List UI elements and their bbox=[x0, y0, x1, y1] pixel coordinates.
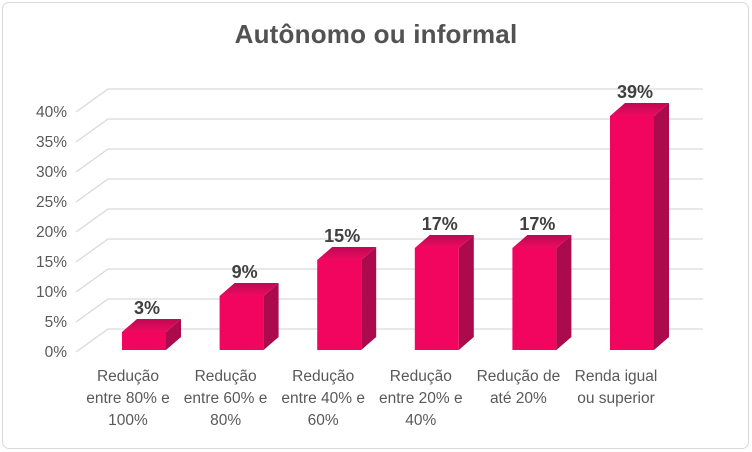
category-label-line: Redução bbox=[194, 368, 257, 385]
chart-title: Autônomo ou informal bbox=[234, 19, 518, 49]
bar-top-face bbox=[219, 283, 279, 296]
category-label-line: Redução bbox=[292, 368, 355, 385]
bar-front-face bbox=[122, 332, 166, 350]
bar-front-face bbox=[610, 116, 654, 350]
bar-data-label: 39% bbox=[617, 82, 653, 102]
gridline bbox=[75, 268, 703, 293]
category-label-line: entre 40% e bbox=[281, 390, 365, 407]
bar-top-face bbox=[512, 235, 572, 248]
y-axis-tick-label: 0% bbox=[45, 344, 68, 361]
gridline bbox=[75, 328, 703, 353]
x-axis-category-label: Redução de até 20% bbox=[456, 366, 580, 410]
category-label-line: 80% bbox=[210, 412, 242, 429]
bar-side-face bbox=[654, 103, 669, 350]
bar-data-label: 15% bbox=[324, 226, 360, 246]
bar-front-face bbox=[219, 296, 264, 350]
bar-front-face bbox=[512, 248, 557, 350]
bar-top-face bbox=[610, 103, 669, 116]
bar[interactable] bbox=[414, 235, 474, 350]
bar-top-face bbox=[414, 235, 474, 248]
x-axis-category-label: Redução entre 40% e 60% bbox=[261, 366, 385, 432]
y-axis-tick-label: 15% bbox=[36, 254, 67, 271]
gridline bbox=[75, 118, 703, 143]
category-label-line: entre 20% e bbox=[379, 390, 463, 407]
bar-side-face bbox=[361, 247, 377, 350]
x-axis-category-label: Redução entre 20% e 40% bbox=[359, 366, 483, 432]
category-label-line: Redução bbox=[96, 368, 160, 385]
bar[interactable] bbox=[610, 103, 669, 350]
gridline bbox=[75, 298, 703, 323]
bar-side-face bbox=[556, 235, 572, 350]
y-axis-tick-label: 35% bbox=[36, 134, 67, 151]
y-axis-tick-label: 25% bbox=[36, 194, 67, 211]
category-label-line: Renda igual bbox=[574, 368, 658, 385]
category-label-line: até 20% bbox=[489, 390, 547, 407]
y-axis-tick-label: 40% bbox=[36, 104, 67, 121]
bar-top-face bbox=[122, 319, 181, 332]
bar[interactable] bbox=[219, 283, 279, 350]
bar-data-label: 17% bbox=[422, 214, 458, 234]
category-label-line: 100% bbox=[108, 412, 148, 429]
bar-data-label: 17% bbox=[519, 214, 555, 234]
category-label-line: entre 60% e bbox=[183, 390, 268, 407]
category-label-line: 40% bbox=[405, 412, 437, 429]
category-label-line: Redução de bbox=[476, 368, 561, 385]
category-label-line: 60% bbox=[307, 412, 339, 429]
gridline bbox=[75, 178, 703, 203]
x-axis-category-label: Redução entre 80% e 100% bbox=[66, 366, 190, 432]
y-axis-tick-label: 30% bbox=[36, 164, 67, 181]
x-axis-category-label: Renda igual ou superior bbox=[554, 366, 678, 410]
x-axis-labels: Redução entre 80% e 100% Redução entre 60% e… bbox=[0, 366, 752, 436]
y-axis-tick-label: 10% bbox=[36, 284, 67, 301]
category-label-line: entre 80% e bbox=[86, 390, 170, 407]
y-axis-tick-label: 5% bbox=[45, 314, 68, 331]
gridline bbox=[75, 88, 703, 113]
category-label-line: Redução bbox=[389, 368, 452, 385]
y-axis-tick-label: 20% bbox=[36, 224, 67, 241]
bar-data-label: 9% bbox=[232, 262, 258, 282]
bar-front-face bbox=[414, 248, 459, 350]
bar-side-face bbox=[263, 283, 279, 350]
bar-data-label: 3% bbox=[134, 298, 160, 318]
bar[interactable] bbox=[512, 235, 572, 350]
bar-side-face bbox=[166, 319, 181, 350]
bar-side-face bbox=[458, 235, 474, 350]
bar[interactable] bbox=[317, 247, 377, 350]
gridline bbox=[75, 208, 703, 233]
category-label-line: ou superior bbox=[577, 390, 655, 407]
bar[interactable] bbox=[122, 319, 181, 350]
bar-top-face bbox=[317, 247, 377, 260]
x-axis-category-label: Redução entre 60% e 80% bbox=[164, 366, 288, 432]
gridline bbox=[75, 148, 703, 173]
gridline bbox=[75, 238, 703, 263]
bar-front-face bbox=[317, 260, 362, 350]
